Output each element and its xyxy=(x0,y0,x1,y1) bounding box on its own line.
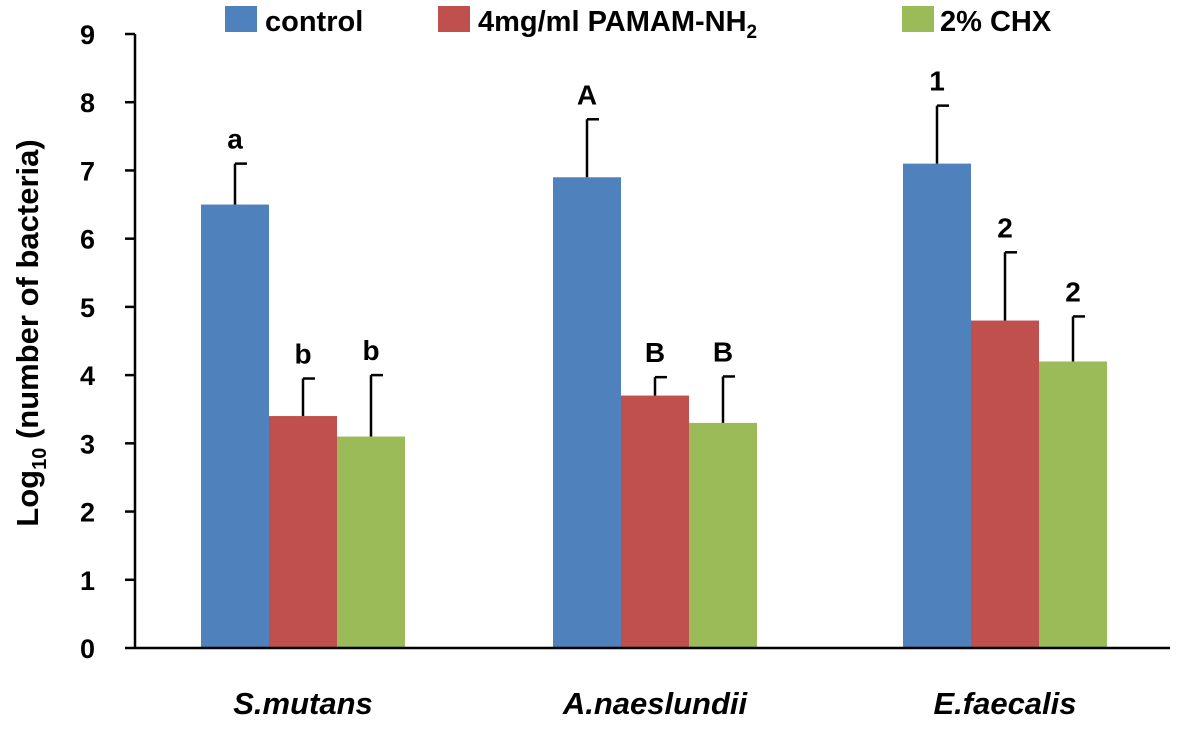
y-axis-title-suffix: (number of bacteria) xyxy=(10,139,45,447)
category-label: A.naeslundii xyxy=(562,686,749,721)
significance-label: A xyxy=(577,79,597,110)
legend-label: 2% CHX xyxy=(940,6,1052,38)
y-axis-title-subscript: 10 xyxy=(29,448,51,470)
y-tick-label: 9 xyxy=(80,20,95,50)
significance-label: 1 xyxy=(929,66,945,97)
legend-label: 4mg/ml PAMAM-NH2 xyxy=(478,6,757,43)
significance-label: b xyxy=(362,335,379,366)
y-tick-label: 6 xyxy=(80,225,95,255)
bar xyxy=(337,436,405,648)
legend-swatch xyxy=(438,6,470,32)
bar xyxy=(971,320,1039,648)
y-tick-label: 2 xyxy=(80,498,95,528)
legend-swatch xyxy=(225,6,257,32)
y-tick-label: 8 xyxy=(80,88,95,118)
y-tick-label: 7 xyxy=(80,156,95,186)
legend: control 4mg/ml PAMAM-NH2 2% CHX xyxy=(225,6,1052,43)
y-tick-label: 5 xyxy=(80,293,95,323)
y-tick-label: 1 xyxy=(80,566,95,596)
legend-swatch xyxy=(902,6,934,32)
legend-label-subscript: 2 xyxy=(747,22,758,43)
legend-label-text: 2% CHX xyxy=(940,6,1052,38)
category-label: S.mutans xyxy=(233,686,373,721)
significance-label: 2 xyxy=(1065,276,1081,307)
legend-label-text: control xyxy=(265,6,363,38)
y-tick-label: 3 xyxy=(80,429,95,459)
y-axis-title-prefix: Log xyxy=(10,470,45,527)
significance-label: B xyxy=(713,336,733,367)
bar xyxy=(269,416,337,648)
y-axis-title: Log10 (number of bacteria) xyxy=(10,139,51,526)
bar xyxy=(1039,361,1107,648)
bar xyxy=(689,422,757,648)
bar xyxy=(621,395,689,648)
bar xyxy=(201,204,269,649)
y-tick-label: 0 xyxy=(80,634,95,664)
y-tick-label: 4 xyxy=(80,361,95,391)
bar xyxy=(903,163,971,648)
legend-label: control xyxy=(265,6,363,38)
y-axis: 0 1 2 3 4 5 6 7 8 9 xyxy=(80,20,137,664)
bars: a b b A B B 1 2 2 xyxy=(201,66,1107,649)
significance-label: 2 xyxy=(997,212,1013,243)
bar xyxy=(553,177,621,648)
x-axis: S.mutans A.naeslundii E.faecalis xyxy=(135,646,1170,721)
significance-label: B xyxy=(645,337,665,368)
legend-label-text: 4mg/ml PAMAM-NH xyxy=(478,6,747,38)
significance-label: b xyxy=(294,339,311,370)
significance-label: a xyxy=(227,124,243,155)
category-label: E.faecalis xyxy=(933,686,1076,721)
